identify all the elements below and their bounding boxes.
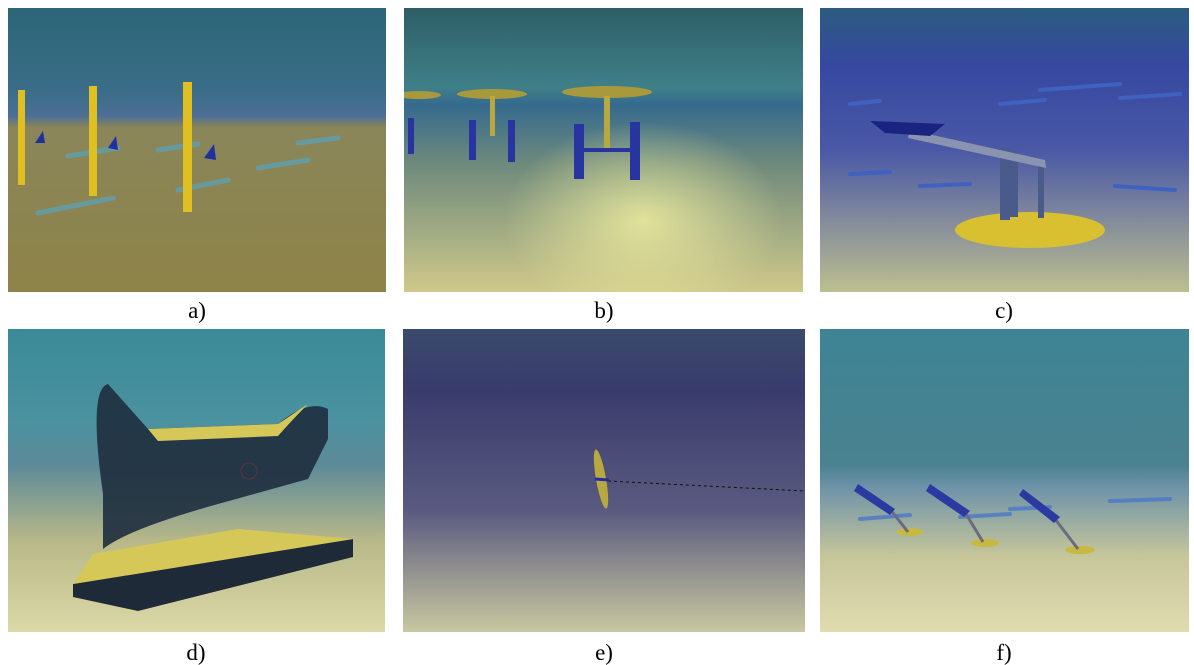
panel-image bbox=[8, 8, 386, 292]
caption: d) bbox=[186, 640, 206, 665]
caption: e) bbox=[595, 640, 613, 665]
panel-image bbox=[404, 8, 803, 292]
panel-image bbox=[820, 8, 1189, 292]
caption: c) bbox=[995, 298, 1013, 323]
caption: f) bbox=[996, 640, 1012, 665]
panel-image bbox=[820, 329, 1189, 632]
caption: b) bbox=[594, 298, 614, 323]
panel-image bbox=[403, 329, 805, 632]
caption: a) bbox=[188, 298, 206, 323]
panel-image bbox=[8, 329, 385, 632]
